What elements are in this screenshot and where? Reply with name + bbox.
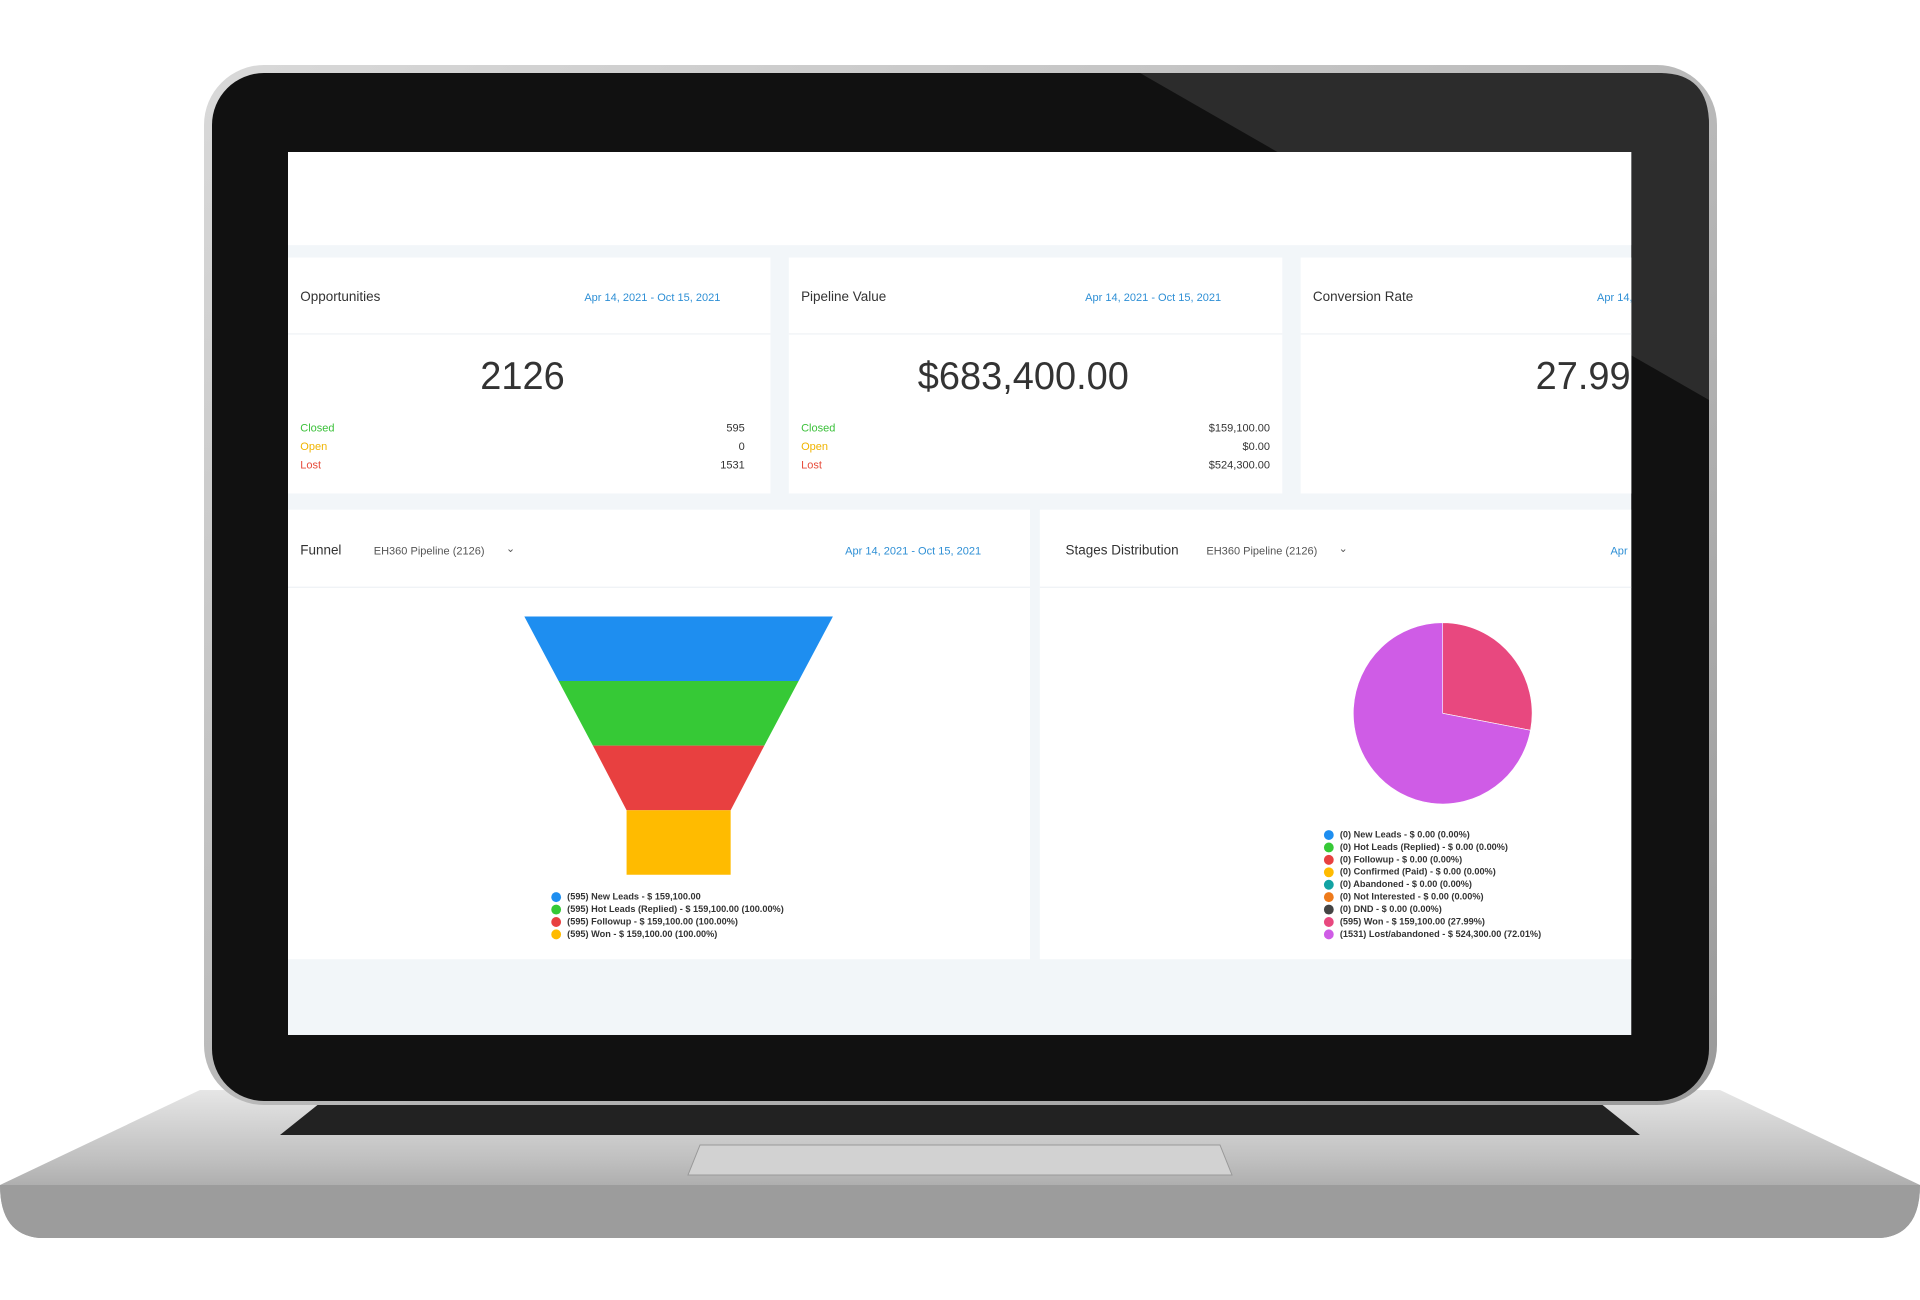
legend-label: (0) New Leads - $ 0.00 (0.00%) xyxy=(1340,829,1470,839)
dropdown-caret: ⌄ xyxy=(1338,541,1348,555)
chart: (0) New Leads - $ 0.00 (0.00%) (0) Hot Le… xyxy=(1323,622,1541,940)
separator xyxy=(788,333,1283,335)
funnel-stage xyxy=(558,681,799,746)
legend-label: (595) Won - $ 159,100.00 (27.99%) xyxy=(1340,916,1485,926)
pie-slice xyxy=(1442,622,1533,731)
stat-card: Pipeline Value Apr 14, 2021 - Oct 15, 202… xyxy=(788,257,1283,494)
legend-dot xyxy=(1323,879,1334,890)
legend-label: (0) Not Interested - $ 0.00 (0.00%) xyxy=(1340,892,1484,902)
card-date: Apr 14, 2021 - Oct 15, 2021 xyxy=(1596,291,1632,304)
stat-card: Conversion Rate Apr 14, 2021 - Oct 15, 20… xyxy=(1300,257,1632,494)
pipeline-dropdown[interactable]: EH360 Pipeline (2126) xyxy=(1206,544,1318,557)
pipeline-dropdown[interactable]: EH360 Pipeline (2126) xyxy=(373,544,485,557)
stat-card: Opportunities Apr 14, 2021 - Oct 15, 2021… xyxy=(288,257,771,494)
row-value: 595 xyxy=(726,421,745,434)
separator xyxy=(288,586,1031,588)
legend-label: (595) Won - $ 159,100.00 (100.00%) xyxy=(567,929,717,939)
legend-dot xyxy=(551,929,562,940)
card-title: Pipeline Value xyxy=(801,289,887,305)
legend-label: (595) Hot Leads (Replied) - $ 159,100.00… xyxy=(567,904,784,914)
base-edge xyxy=(0,1185,1920,1238)
row-value: $159,100.00 xyxy=(1208,421,1271,434)
row-label: Open xyxy=(300,440,328,453)
legend-label: (595) Followup - $ 159,100.00 (100.00%) xyxy=(567,916,738,926)
legend-dot xyxy=(551,917,562,927)
row-value: 1531 xyxy=(720,458,745,472)
card-date: Apr 14, 2021 - Oct 15, 2021 xyxy=(1085,291,1222,304)
panel-title: Stages Distribution xyxy=(1065,543,1179,559)
separator xyxy=(1300,333,1632,335)
legend-dot xyxy=(1323,867,1334,878)
legend-dot xyxy=(1323,854,1334,865)
card-value: 2126 xyxy=(480,354,565,398)
legend-label: (0) Hot Leads (Replied) - $ 0.00 (0.00%) xyxy=(1340,842,1508,852)
legend-label: (1531) Lost/abandoned - $ 524,300.00 (72… xyxy=(1340,929,1541,939)
legend-dot xyxy=(551,904,562,915)
dropdown-caret: ⌄ xyxy=(505,541,516,555)
card-value: 27.99% xyxy=(1535,354,1632,398)
row-label: Lost xyxy=(300,458,322,472)
panel-title: Funnel xyxy=(300,543,342,559)
legend-dot xyxy=(1323,929,1334,940)
legend-dot xyxy=(1323,830,1334,841)
funnel-panel: Funnel EH360 Pipeline (2126) ⌄ Apr 14, 2021… xyxy=(288,509,1031,960)
legend-dot xyxy=(551,892,562,903)
legend-label: (0) Followup - $ 0.00 (0.00%) xyxy=(1340,854,1462,864)
panel-date: Apr 14, 2021 - Oct 15, 2021 xyxy=(845,544,982,557)
chart: (595) New Leads - $ 159,100.00 (595) Hot … xyxy=(524,616,833,940)
row-label: Closed xyxy=(300,421,335,434)
card-value: $683,400.00 xyxy=(917,354,1129,398)
funnel-stage xyxy=(592,745,765,811)
row-value: 0 xyxy=(738,440,745,453)
funnel-stage xyxy=(626,810,731,875)
panel-date: Apr 14, 2021 - Oct 15, 2021 xyxy=(1610,544,1631,557)
screen: Opportunities Apr 14, 2021 - Oct 15, 2021… xyxy=(288,152,1632,1035)
row-value: $0.00 xyxy=(1242,440,1271,453)
legend-dot xyxy=(1323,892,1334,903)
separator xyxy=(1039,586,1632,588)
separator xyxy=(288,333,771,335)
card-title: Opportunities xyxy=(300,289,381,305)
legend-label: (595) New Leads - $ 159,100.00 xyxy=(567,892,701,902)
legend-dot xyxy=(1323,917,1334,927)
card-date: Apr 14, 2021 - Oct 15, 2021 xyxy=(584,291,721,304)
legend-dot xyxy=(1323,842,1334,853)
row-label: Open xyxy=(801,440,829,453)
row-value: $524,300.00 xyxy=(1208,458,1271,472)
funnel-stage xyxy=(524,616,833,682)
top-bar xyxy=(288,152,1632,246)
pie-slice xyxy=(1353,622,1531,805)
distribution-panel: Stages Distribution EH360 Pipeline (2126)… xyxy=(1039,509,1632,960)
row-label: Lost xyxy=(801,458,822,472)
trackpad xyxy=(687,1144,1233,1176)
legend-dot xyxy=(1323,904,1334,915)
card-title: Conversion Rate xyxy=(1312,289,1414,305)
row-label: Closed xyxy=(801,421,836,434)
legend-label: (0) Abandoned - $ 0.00 (0.00%) xyxy=(1340,879,1472,889)
legend-label: (0) Confirmed (Paid) - $ 0.00 (0.00%) xyxy=(1340,867,1496,877)
legend-label: (0) DND - $ 0.00 (0.00%) xyxy=(1340,904,1442,914)
